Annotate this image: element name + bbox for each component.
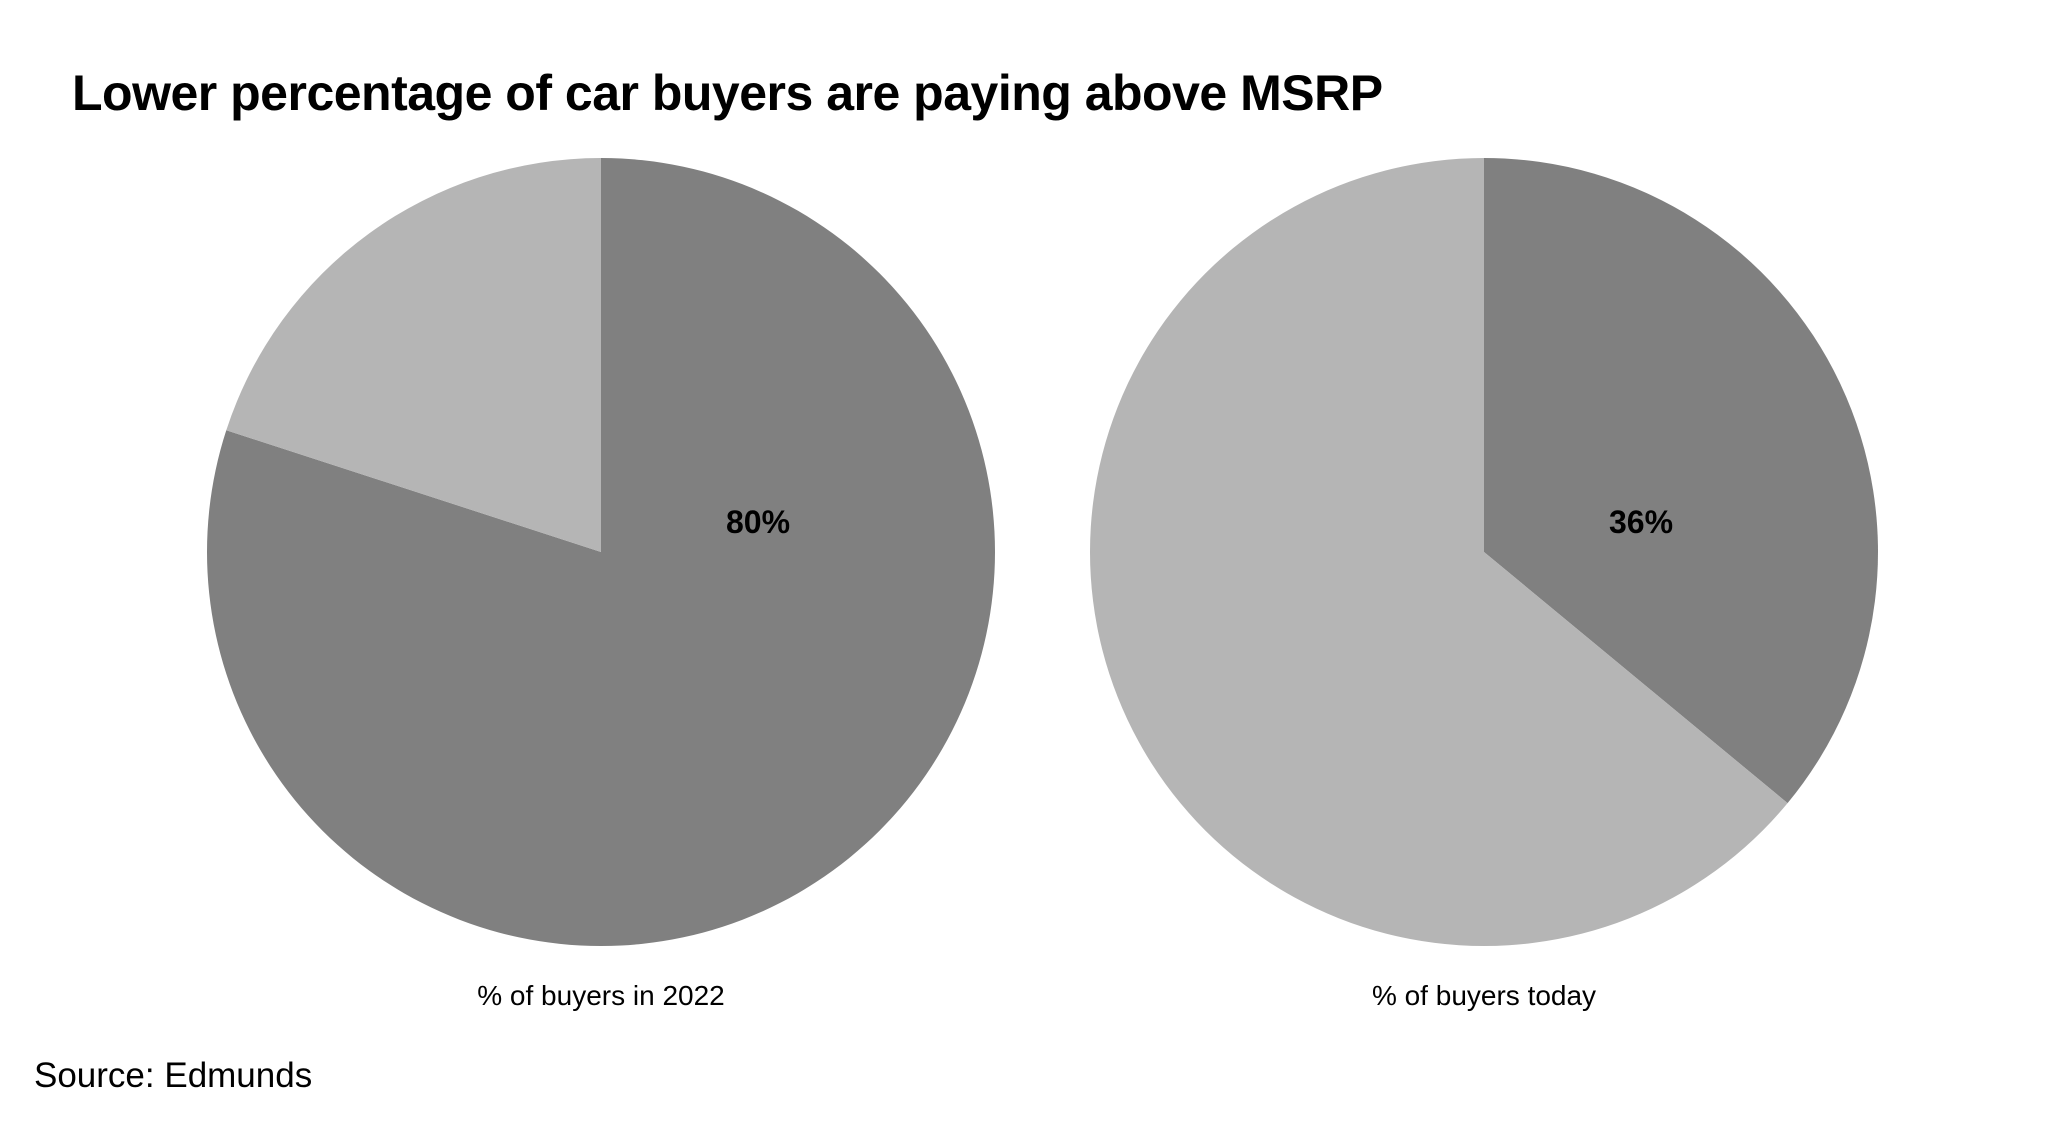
chart-title: Lower percentage of car buyers are payin…	[72, 65, 1383, 121]
pie-slice-not-above-msrp	[1089, 158, 1788, 947]
pie-chart-today: 36%	[1089, 158, 1878, 947]
caption-2022: % of buyers in 2022	[477, 980, 725, 1011]
caption-today: % of buyers today	[1372, 980, 1596, 1011]
pie-chart-2022: 80%	[206, 158, 996, 946]
pie-value-label: 80%	[726, 504, 790, 540]
source-note: Source: Edmunds	[34, 1056, 313, 1095]
pie-slice-not-above-msrp	[226, 158, 601, 552]
pie-value-label: 36%	[1609, 504, 1673, 540]
pie-slice-above-msrp	[1484, 158, 1878, 804]
